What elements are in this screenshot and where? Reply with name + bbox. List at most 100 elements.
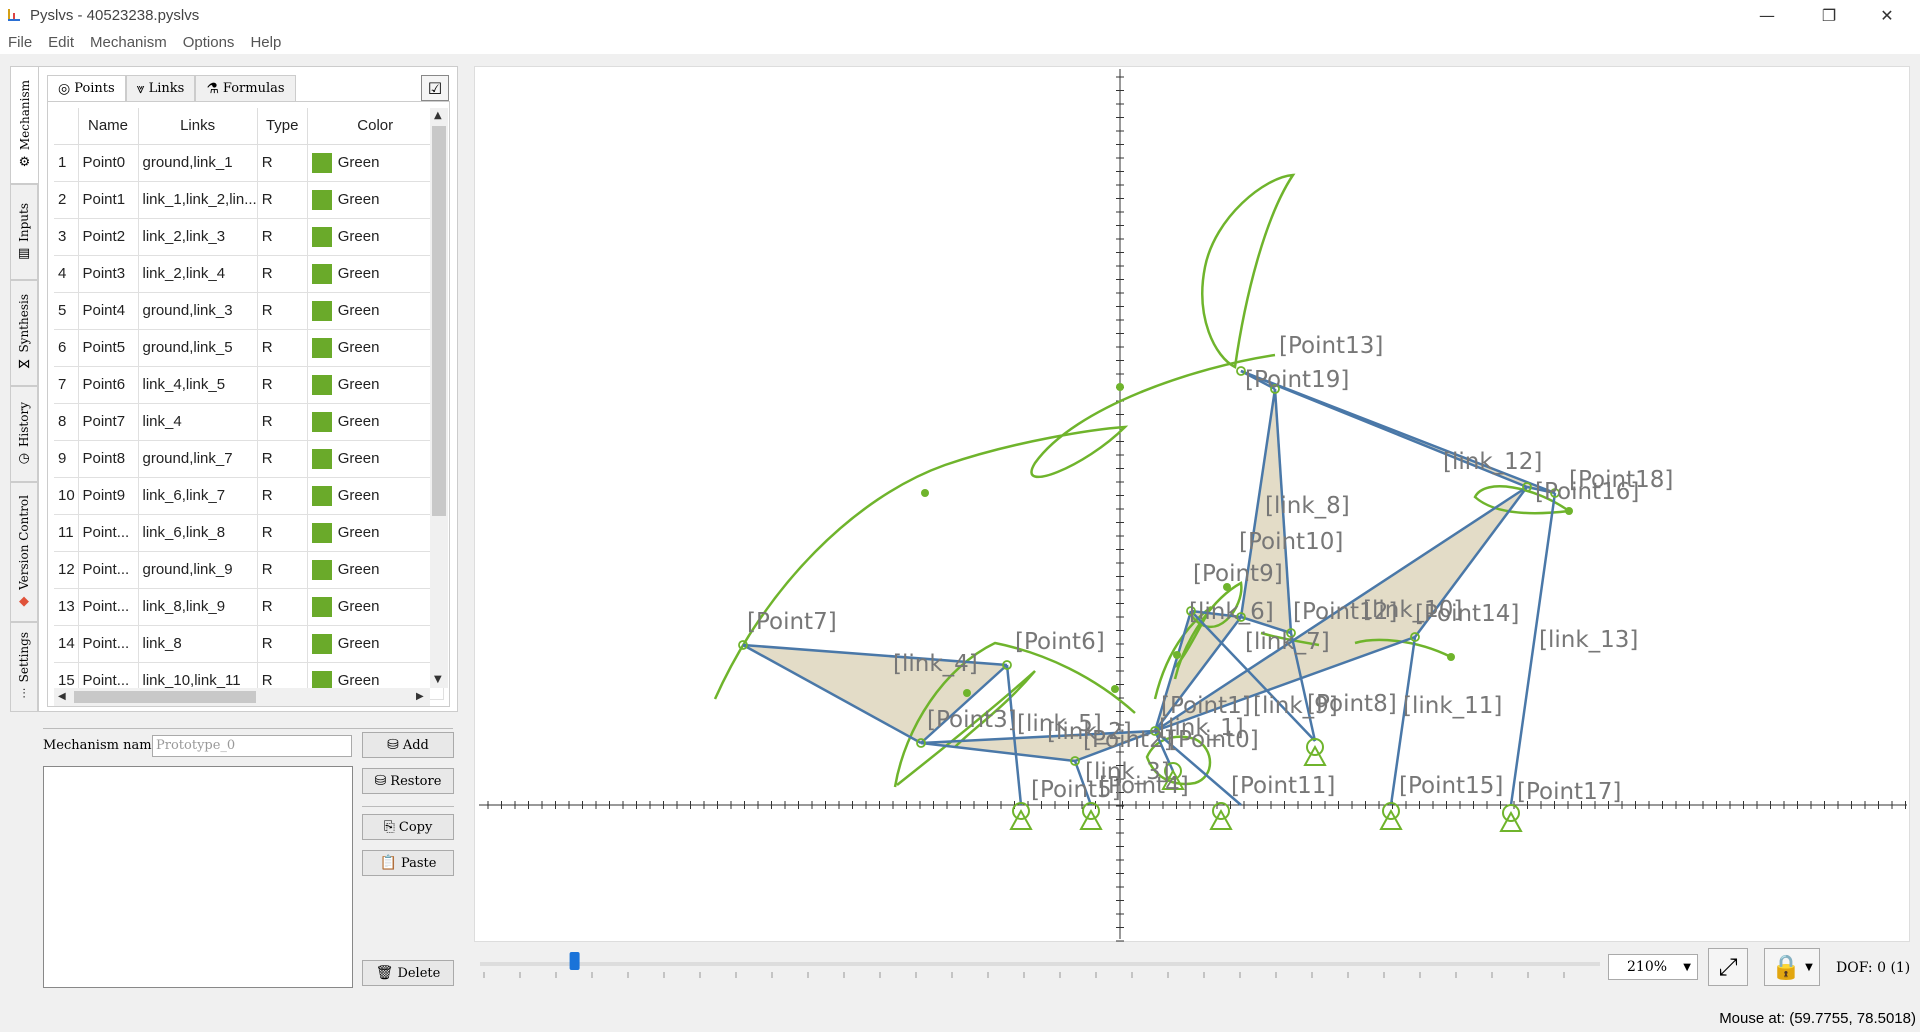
point-links-cell[interactable]: link_1,link_2,lin... <box>138 181 258 219</box>
row-number[interactable]: 10 <box>54 477 79 515</box>
point-color-cell[interactable]: Green <box>307 181 444 219</box>
mechanism-name-input[interactable]: Prototype_0 <box>152 735 352 757</box>
point-color-cell[interactable]: Green <box>307 551 444 589</box>
point-type-cell[interactable]: R <box>257 144 308 182</box>
point-name-cell[interactable]: Point7 <box>78 403 139 441</box>
menu-mechanism[interactable]: Mechanism <box>90 33 167 51</box>
scroll-left-icon[interactable]: ◀ <box>58 691 66 702</box>
point-name-cell[interactable]: Point4 <box>78 292 139 330</box>
tab-links[interactable]: ⩔ Links <box>125 75 196 101</box>
point-color-cell[interactable]: Green <box>307 329 444 367</box>
maximize-button[interactable]: ❐ <box>1821 5 1837 25</box>
point-name-cell[interactable]: Point3 <box>78 255 139 293</box>
point-name-cell[interactable]: Point2 <box>78 218 139 256</box>
point-color-cell[interactable]: Green <box>307 366 444 404</box>
row-number[interactable]: 9 <box>54 440 79 478</box>
row-number[interactable]: 2 <box>54 181 79 219</box>
table-row[interactable]: 5 Point4 ground,link_3 R Green <box>54 292 444 330</box>
point-color-cell[interactable]: Green <box>307 514 444 552</box>
point-name-cell[interactable]: Point... <box>78 625 139 663</box>
point-links-cell[interactable]: link_6,link_7 <box>138 477 258 515</box>
side-tab-synthesis[interactable]: Synthesis ⋈ <box>10 280 38 386</box>
point-links-cell[interactable]: ground,link_3 <box>138 292 258 330</box>
point-name-cell[interactable]: Point9 <box>78 477 139 515</box>
point-links-cell[interactable]: link_4 <box>138 403 258 441</box>
point-links-cell[interactable]: ground,link_7 <box>138 440 258 478</box>
column-header-type[interactable]: Type <box>257 108 308 145</box>
point-type-cell[interactable]: R <box>257 218 308 256</box>
column-header-links[interactable]: Links <box>138 108 258 145</box>
point-color-cell[interactable]: Green <box>307 403 444 441</box>
menu-file[interactable]: File <box>8 33 33 51</box>
point-name-cell[interactable]: Point... <box>78 588 139 626</box>
point-links-cell[interactable]: link_8,link_9 <box>138 588 258 626</box>
driver-slider[interactable] <box>474 942 1604 982</box>
row-number[interactable]: 8 <box>54 403 79 441</box>
point-name-cell[interactable]: Point0 <box>78 144 139 182</box>
select-mode-button[interactable]: ☑ <box>421 75 449 101</box>
point-links-cell[interactable]: ground,link_5 <box>138 329 258 367</box>
point-name-cell[interactable]: Point1 <box>78 181 139 219</box>
point-color-cell[interactable]: Green <box>307 218 444 256</box>
point-name-cell[interactable]: Point5 <box>78 329 139 367</box>
table-horizontal-scrollbar[interactable]: ◀ ▶ <box>54 688 430 706</box>
point-type-cell[interactable]: R <box>257 292 308 330</box>
horizontal-scroll-thumb[interactable] <box>74 691 256 703</box>
column-header-color[interactable]: Color <box>307 108 444 145</box>
point-color-cell[interactable]: Green <box>307 144 444 182</box>
point-type-cell[interactable]: R <box>257 551 308 589</box>
table-row[interactable]: 8 Point7 link_4 R Green <box>54 403 444 441</box>
point-type-cell[interactable]: R <box>257 588 308 626</box>
side-tab-settings[interactable]: Settings ⫶ <box>10 622 38 712</box>
slider-handle[interactable] <box>569 952 580 970</box>
tab-points[interactable]: ◎ Points <box>47 75 126 101</box>
scroll-down-icon[interactable]: ▼ <box>434 674 442 685</box>
point-name-cell[interactable]: Point... <box>78 551 139 589</box>
mechanism-canvas[interactable]: [Point13] [Point19] [link_12] [Point18] … <box>474 66 1910 942</box>
row-number[interactable]: 11 <box>54 514 79 552</box>
copy-button[interactable]: ⎘ Copy <box>362 814 454 840</box>
point-type-cell[interactable]: R <box>257 440 308 478</box>
side-tab-inputs[interactable]: Inputs ▤ <box>10 184 38 280</box>
table-row[interactable]: 4 Point3 link_2,link_4 R Green <box>54 255 444 293</box>
row-number[interactable]: 3 <box>54 218 79 256</box>
table-row[interactable]: 9 Point8 ground,link_7 R Green <box>54 440 444 478</box>
point-type-cell[interactable]: R <box>257 181 308 219</box>
row-number[interactable]: 6 <box>54 329 79 367</box>
point-color-cell[interactable]: Green <box>307 440 444 478</box>
table-row[interactable]: 2 Point1 link_1,link_2,lin... R Green <box>54 181 444 219</box>
mechanism-list[interactable] <box>43 766 353 988</box>
fit-view-button[interactable]: ⤢ <box>1708 948 1748 986</box>
lock-button[interactable]: 🔒 ▼ <box>1764 948 1820 986</box>
table-row[interactable]: 6 Point5 ground,link_5 R Green <box>54 329 444 367</box>
point-type-cell[interactable]: R <box>257 329 308 367</box>
scroll-up-icon[interactable]: ▲ <box>434 110 442 121</box>
delete-button[interactable]: 🗑 Delete <box>362 960 454 986</box>
side-tab-history[interactable]: History ◷ <box>10 386 38 482</box>
row-number[interactable]: 4 <box>54 255 79 293</box>
table-row[interactable]: 13 Point... link_8,link_9 R Green <box>54 588 444 626</box>
point-type-cell[interactable]: R <box>257 477 308 515</box>
menu-help[interactable]: Help <box>250 33 282 51</box>
point-links-cell[interactable]: link_4,link_5 <box>138 366 258 404</box>
menu-edit[interactable]: Edit <box>48 33 75 51</box>
close-button[interactable]: ✕ <box>1880 5 1894 25</box>
tab-formulas[interactable]: ⚗ Formulas <box>195 75 296 101</box>
paste-button[interactable]: 📋 Paste <box>362 850 454 876</box>
point-links-cell[interactable]: link_2,link_4 <box>138 255 258 293</box>
point-color-cell[interactable]: Green <box>307 588 444 626</box>
point-type-cell[interactable]: R <box>257 366 308 404</box>
point-type-cell[interactable]: R <box>257 514 308 552</box>
side-tab-mechanism[interactable]: Mechanism ⚙ <box>10 66 38 184</box>
add-button[interactable]: ⛁ Add <box>362 732 454 758</box>
vertical-scroll-thumb[interactable] <box>432 126 446 516</box>
row-number[interactable]: 1 <box>54 144 79 182</box>
point-links-cell[interactable]: ground,link_1 <box>138 144 258 182</box>
row-number[interactable]: 14 <box>54 625 79 663</box>
table-vertical-scrollbar[interactable]: ▲ ▼ <box>430 108 448 688</box>
row-number[interactable]: 5 <box>54 292 79 330</box>
point-links-cell[interactable]: link_2,link_3 <box>138 218 258 256</box>
mechanism-drawing[interactable]: [Point13] [Point19] [link_12] [Point18] … <box>475 67 1911 943</box>
point-name-cell[interactable]: Point8 <box>78 440 139 478</box>
point-name-cell[interactable]: Point... <box>78 514 139 552</box>
